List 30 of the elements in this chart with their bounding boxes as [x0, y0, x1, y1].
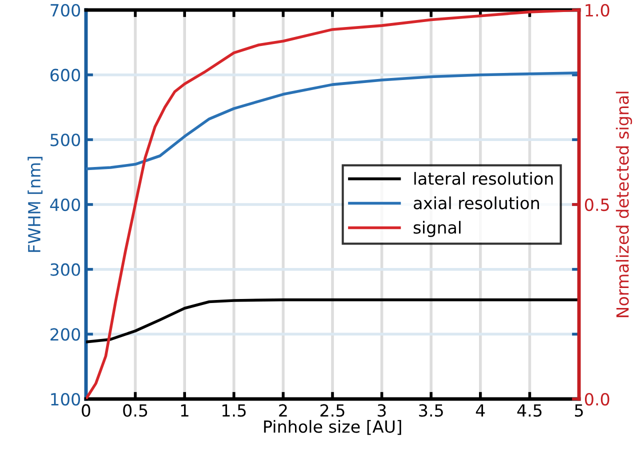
legend-label: lateral resolution — [414, 172, 553, 185]
x-tick-label: 2 — [279, 404, 287, 417]
x-tick-label: 0 — [82, 404, 90, 417]
y-tick-label: 600 — [50, 68, 80, 82]
x-tick-label: 2.5 — [320, 404, 344, 417]
x-tick-label: 3 — [378, 404, 386, 417]
y-tick-label: 100 — [51, 392, 80, 406]
line-series — [86, 10, 579, 399]
x-tick-label: 5 — [574, 404, 583, 417]
line-series — [86, 298, 579, 344]
y-tick-label: 500 — [50, 134, 80, 146]
line-series — [86, 72, 579, 170]
legend-label: signal — [414, 220, 461, 238]
y2-tick-label: 1.0 — [586, 4, 610, 17]
y-tick-label: 300 — [50, 263, 80, 276]
y-tick-label: 700 — [50, 4, 80, 17]
x-tick-label: 4.5 — [517, 404, 542, 417]
y2-axis-title: Normalized detected signal — [616, 92, 632, 318]
x-tick-label: 0.5 — [123, 404, 148, 417]
y-axis-title: FWHM [nm] — [28, 156, 43, 252]
x-tick-label: 4 — [476, 404, 485, 417]
x-axis-title: Pinhole size [AU] — [264, 420, 402, 435]
y2-tick-label: 0.0 — [584, 392, 610, 406]
x-tick-label: 3.5 — [419, 404, 443, 417]
x-tick-label: 1 — [181, 404, 188, 417]
x-tick-label: 1.5 — [222, 404, 246, 417]
y-tick-label: 200 — [50, 328, 80, 341]
y-tick-label: 400 — [50, 198, 80, 212]
y2-tick-label: 0.5 — [584, 198, 609, 212]
legend-label: axial resolution — [414, 196, 539, 210]
